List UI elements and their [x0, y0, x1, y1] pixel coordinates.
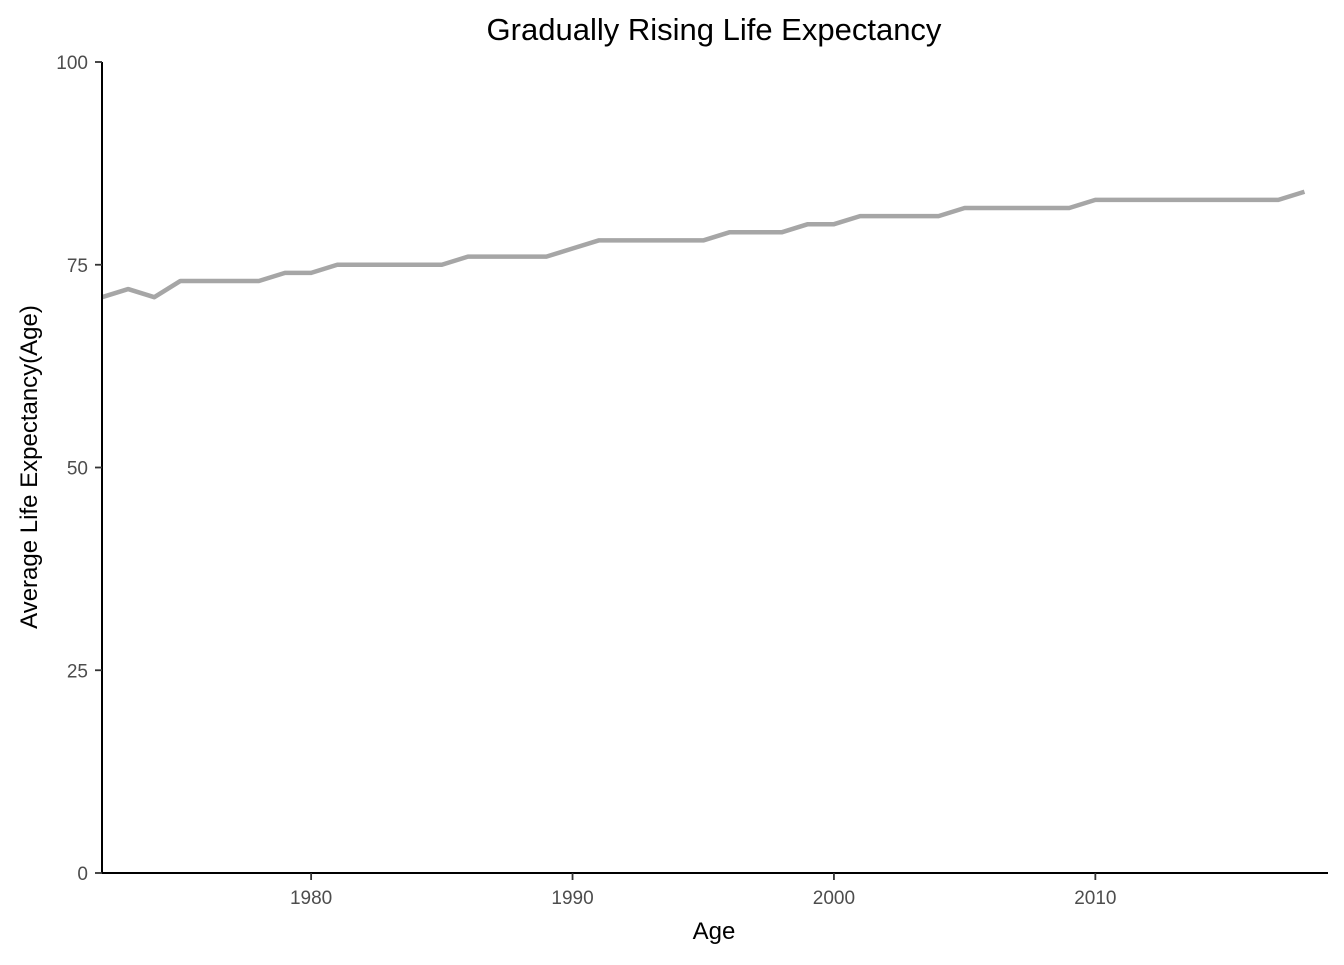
y-tick-label: 50	[67, 459, 88, 480]
y-tick-label: 100	[56, 53, 88, 74]
x-tick-label: 2010	[1074, 888, 1116, 909]
x-tick-label: 1990	[551, 888, 593, 909]
series-line	[101, 189, 1306, 300]
y-tick-label: 75	[67, 256, 88, 277]
x-axis: 1980 1990 2000 2010	[102, 872, 1328, 909]
y-axis-title: Average Life Expectancy(Age)	[16, 305, 43, 629]
series-layer	[101, 189, 1306, 300]
x-axis-title: Age	[693, 918, 736, 945]
chart-title: Gradually Rising Life Expectancy	[487, 12, 942, 47]
x-tick-label: 1980	[290, 888, 332, 909]
y-tick-label: 0	[77, 864, 88, 885]
y-tick-label: 25	[67, 661, 88, 682]
x-tick-label: 2000	[813, 888, 855, 909]
y-axis: 0 25 50 75 100	[56, 53, 103, 885]
